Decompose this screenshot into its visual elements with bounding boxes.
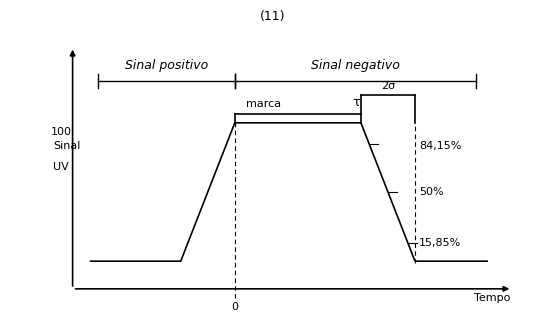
Text: 15,85%: 15,85% bbox=[419, 238, 462, 248]
Text: Sinal negativo: Sinal negativo bbox=[311, 59, 400, 72]
Text: Sinal: Sinal bbox=[53, 141, 80, 151]
Text: marca: marca bbox=[246, 99, 281, 109]
Text: 84,15%: 84,15% bbox=[419, 141, 462, 151]
Text: 100: 100 bbox=[51, 127, 72, 137]
Text: 2σ: 2σ bbox=[381, 80, 395, 91]
Text: UV: UV bbox=[53, 162, 69, 172]
Text: τ: τ bbox=[352, 96, 359, 109]
Text: 50%: 50% bbox=[419, 187, 444, 197]
Text: 0: 0 bbox=[231, 302, 238, 312]
Text: (11): (11) bbox=[260, 10, 285, 23]
Text: Sinal positivo: Sinal positivo bbox=[125, 59, 208, 72]
Text: Tempo: Tempo bbox=[474, 294, 511, 304]
